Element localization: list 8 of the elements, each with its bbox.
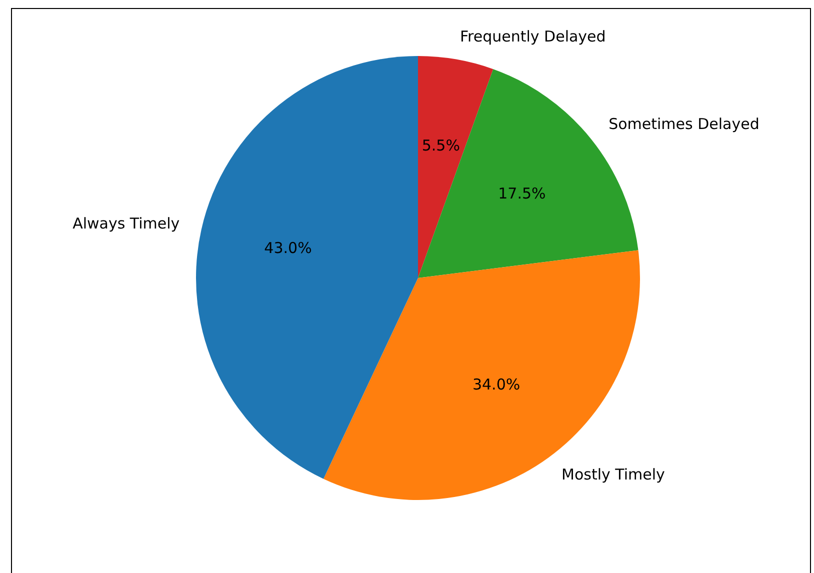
- slice-label: Mostly Timely: [562, 465, 666, 484]
- slice-label: Frequently Delayed: [460, 27, 606, 46]
- slice-label: Always Timely: [72, 214, 180, 233]
- data-label: 34.0%: [472, 376, 520, 394]
- slice-label: Sometimes Delayed: [608, 115, 760, 134]
- data-label: 5.5%: [422, 136, 460, 155]
- data-label: 17.5%: [498, 184, 546, 203]
- data-label: 43.0%: [264, 238, 312, 257]
